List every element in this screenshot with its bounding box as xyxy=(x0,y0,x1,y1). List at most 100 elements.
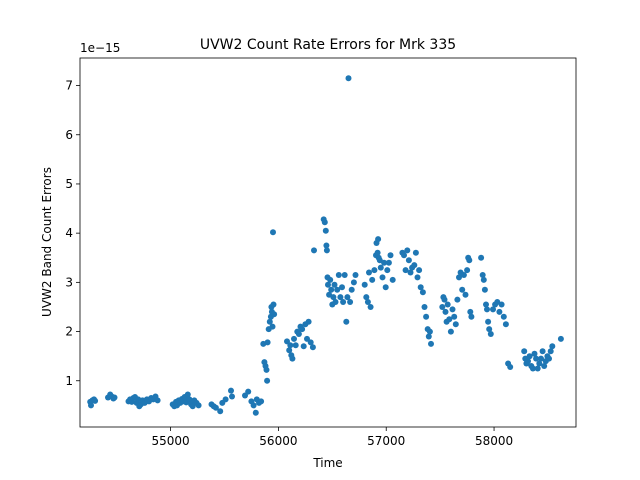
data-point xyxy=(500,313,507,320)
data-point xyxy=(419,289,426,296)
x-axis-label: Time xyxy=(312,456,342,470)
data-point xyxy=(487,331,494,337)
data-point xyxy=(549,343,556,350)
data-point xyxy=(444,301,451,308)
data-point xyxy=(459,286,466,293)
plot-area xyxy=(80,58,576,427)
data-point xyxy=(266,318,273,325)
data-point xyxy=(322,227,329,234)
data-point xyxy=(291,335,297,342)
data-point xyxy=(337,294,344,301)
data-point xyxy=(186,396,193,403)
data-point xyxy=(300,343,307,350)
data-point xyxy=(352,272,359,278)
data-point xyxy=(405,257,412,264)
data-point xyxy=(525,358,531,365)
data-point xyxy=(88,402,94,409)
data-point xyxy=(557,335,564,342)
data-point xyxy=(307,339,314,346)
data-point xyxy=(348,286,355,293)
data-point xyxy=(483,301,489,308)
data-point xyxy=(486,326,493,333)
data-point xyxy=(385,259,392,266)
data-point xyxy=(92,397,99,404)
data-point xyxy=(379,274,386,281)
data-point xyxy=(414,274,421,281)
data-point xyxy=(367,304,374,310)
data-point xyxy=(529,365,536,372)
data-point xyxy=(269,323,276,330)
data-point xyxy=(447,328,454,335)
data-point xyxy=(531,350,538,357)
data-point xyxy=(466,257,473,264)
data-point xyxy=(539,348,546,355)
data-point xyxy=(496,308,503,315)
data-point xyxy=(347,299,354,305)
data-point xyxy=(350,279,357,286)
data-point xyxy=(452,321,459,328)
data-point xyxy=(439,304,446,310)
y-tick-label: 1 xyxy=(65,374,73,388)
data-point xyxy=(258,398,265,405)
y-tick-label: 6 xyxy=(65,128,73,142)
data-point xyxy=(417,284,424,291)
data-point xyxy=(428,340,434,347)
data-point xyxy=(328,286,335,293)
data-point xyxy=(484,306,490,313)
data-point xyxy=(344,294,351,301)
data-point xyxy=(507,364,514,370)
y-tick-label: 5 xyxy=(65,177,73,191)
data-point xyxy=(467,308,474,315)
data-point xyxy=(547,348,554,355)
data-point xyxy=(184,391,191,398)
data-point xyxy=(451,313,458,320)
data-point xyxy=(325,281,331,288)
data-point xyxy=(366,269,372,276)
data-point xyxy=(421,304,428,310)
data-point xyxy=(382,284,389,291)
data-point xyxy=(502,321,509,328)
data-point xyxy=(229,393,235,400)
plot-frame xyxy=(79,57,577,428)
chart-title: UVW2 Count Rate Errors for Mrk 335 xyxy=(200,37,456,53)
data-point xyxy=(321,219,328,226)
data-point xyxy=(331,281,338,288)
data-point xyxy=(345,75,352,82)
data-point xyxy=(287,342,294,349)
data-point xyxy=(332,299,339,305)
data-point xyxy=(478,254,485,261)
data-point xyxy=(446,316,453,323)
data-point xyxy=(323,242,330,249)
data-point xyxy=(271,311,278,318)
y-tick-label: 4 xyxy=(65,226,73,240)
data-point xyxy=(263,366,270,373)
data-point xyxy=(464,267,471,274)
data-point xyxy=(449,306,456,313)
data-point xyxy=(330,294,337,301)
data-point xyxy=(490,306,496,313)
x-tick-label: 55000 xyxy=(151,434,189,448)
data-point xyxy=(533,355,540,362)
data-point xyxy=(546,355,552,362)
data-point xyxy=(217,408,224,415)
data-point xyxy=(381,259,388,266)
y-axis-offset-text: 1e−15 xyxy=(80,41,120,55)
data-point xyxy=(334,286,341,293)
data-point xyxy=(480,276,487,283)
data-point xyxy=(339,284,345,291)
data-point xyxy=(371,267,378,274)
data-point xyxy=(270,229,276,236)
data-point xyxy=(387,252,394,259)
data-point xyxy=(402,267,409,274)
data-point xyxy=(426,328,433,335)
data-point xyxy=(323,247,330,254)
data-point xyxy=(195,402,202,409)
data-point xyxy=(401,252,407,259)
data-point xyxy=(498,301,505,308)
data-point xyxy=(292,342,299,349)
data-point xyxy=(468,313,475,320)
data-point xyxy=(416,267,423,274)
data-point xyxy=(154,397,161,404)
data-point xyxy=(295,331,302,337)
